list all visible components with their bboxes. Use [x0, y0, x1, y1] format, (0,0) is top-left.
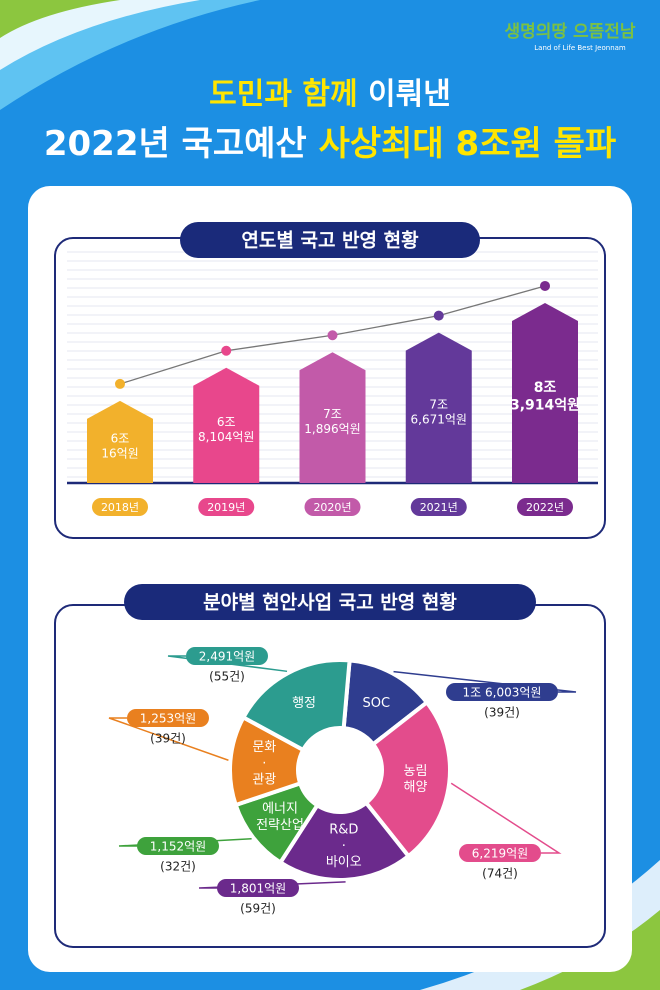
trend-dot — [433, 310, 444, 321]
amount-pill — [217, 879, 299, 897]
year-pill — [198, 498, 255, 516]
slice-label-line: 에너지 — [262, 801, 298, 816]
panel — [28, 186, 632, 972]
bar — [299, 352, 366, 483]
trend-dot — [327, 330, 338, 341]
value-label-line: 1,896억원 — [304, 422, 360, 436]
swoosh — [0, 0, 200, 70]
amount-pill — [137, 837, 219, 855]
title-part: 사상최대 8조원 돌파 — [319, 124, 617, 164]
count-label: (55건) — [209, 670, 245, 684]
year-pill — [92, 498, 148, 516]
title-line-2: 2022년 국고예산 사상최대 8조원 돌파 — [44, 124, 616, 164]
section-pill — [124, 584, 536, 620]
leader-line — [450, 782, 562, 854]
donut-slice — [363, 699, 452, 859]
title-part: 2022년 국고예산 — [44, 124, 307, 164]
donut-slice — [240, 658, 352, 753]
slice-label-line: · — [342, 838, 346, 853]
amount-pill — [446, 683, 558, 701]
value-label-line: 16억원 — [101, 446, 138, 460]
slice-label-line: 전략산업 — [256, 817, 304, 832]
donut-slice — [277, 800, 412, 882]
section-pill — [180, 222, 480, 258]
slice-label-line: 문화 — [252, 740, 276, 755]
slice-label-line: 농림 — [404, 763, 428, 778]
title-part: 도민과 함께 — [209, 77, 357, 112]
slice-label: 행정 — [292, 695, 316, 711]
amount-pill — [459, 844, 541, 862]
x-tick-label: 2021년 — [420, 501, 458, 514]
bar — [512, 302, 578, 483]
title-line-1: 도민과 함께 이뤄낸 — [209, 77, 451, 112]
amount-label: 1,253억원 — [140, 712, 196, 726]
slice-label-line: 행정 — [292, 695, 316, 711]
donut-hole — [300, 730, 380, 810]
amount-label: 1,152억원 — [150, 840, 206, 854]
value-label: 7조 1,896억원 — [304, 407, 360, 436]
slice-label-line: · — [262, 756, 266, 771]
stripes — [67, 251, 598, 478]
slice-label: SOC — [363, 696, 391, 711]
trend-dot — [540, 280, 550, 291]
amount-label: 1조 6,003억원 — [463, 686, 542, 700]
x-tick-label: 2018년 — [101, 501, 139, 514]
bar — [193, 367, 260, 483]
count-label: (74건) — [482, 867, 518, 881]
count-label: (39건) — [150, 732, 186, 746]
slice-label: 에너지 전략산업 — [256, 801, 304, 832]
slice-label-line: 관광 — [252, 772, 276, 787]
logo-sub: Land of Life Best Jeonnam — [534, 44, 626, 52]
trend-dot — [221, 345, 232, 356]
amount-label: 2,491억원 — [199, 650, 255, 664]
value-label-line: 7조 — [429, 397, 448, 411]
leader-line — [393, 670, 577, 693]
slice-label-line: 해양 — [404, 780, 428, 795]
count-label: (32건) — [160, 860, 196, 874]
amount-pill — [186, 647, 268, 665]
leader-line — [108, 717, 229, 761]
bar — [87, 400, 153, 483]
year-pill — [304, 498, 361, 516]
value-label-line: 6,671억원 — [411, 412, 467, 426]
slice-label: 문화 · 관광 — [252, 740, 276, 788]
year-pill — [410, 498, 467, 516]
swoosh — [0, 0, 120, 38]
value-label-line: 8조 — [534, 380, 557, 396]
amount-pill — [127, 709, 209, 727]
swoosh — [520, 910, 660, 990]
value-label: 6조 16억원 — [101, 431, 138, 460]
value-label-line: 6조 — [217, 414, 236, 428]
amount-label: 6,219억원 — [472, 847, 528, 861]
bar — [405, 332, 472, 483]
slice-label-line: SOC — [363, 696, 391, 711]
section-title: 연도별 국고 반영 현황 — [241, 229, 419, 252]
slice-label-line: 바이오 — [326, 855, 362, 870]
slice-label-line: R&D — [329, 822, 358, 837]
title-part: 이뤄낸 — [368, 77, 451, 112]
value-label-line: 3,914억원 — [510, 398, 580, 414]
x-tick-label: 2022년 — [526, 501, 564, 514]
value-label: 7조 6,671억원 — [411, 397, 467, 426]
trend-dot — [115, 378, 125, 389]
x-tick-label: 2019년 — [207, 501, 245, 514]
slice-label: R&D · 바이오 — [326, 822, 362, 870]
section-title: 분야별 현안사업 국고 반영 현황 — [203, 591, 457, 614]
value-label: 6조 8,104억원 — [198, 414, 254, 443]
x-tick-label: 2020년 — [313, 501, 351, 514]
amount-label: 1,801억원 — [230, 882, 286, 896]
count-label: (59건) — [240, 902, 276, 916]
value-label-line: 7조 — [323, 407, 342, 421]
logo: 생명의땅 으뜸전남 — [504, 22, 635, 42]
count-label: (39건) — [484, 706, 520, 720]
value-label: 8조 3,914억원 — [510, 380, 580, 414]
year-pill — [517, 498, 573, 516]
leader-line — [167, 655, 288, 673]
value-label-line: 6조 — [111, 431, 130, 445]
value-label-line: 8,104억원 — [198, 429, 254, 443]
